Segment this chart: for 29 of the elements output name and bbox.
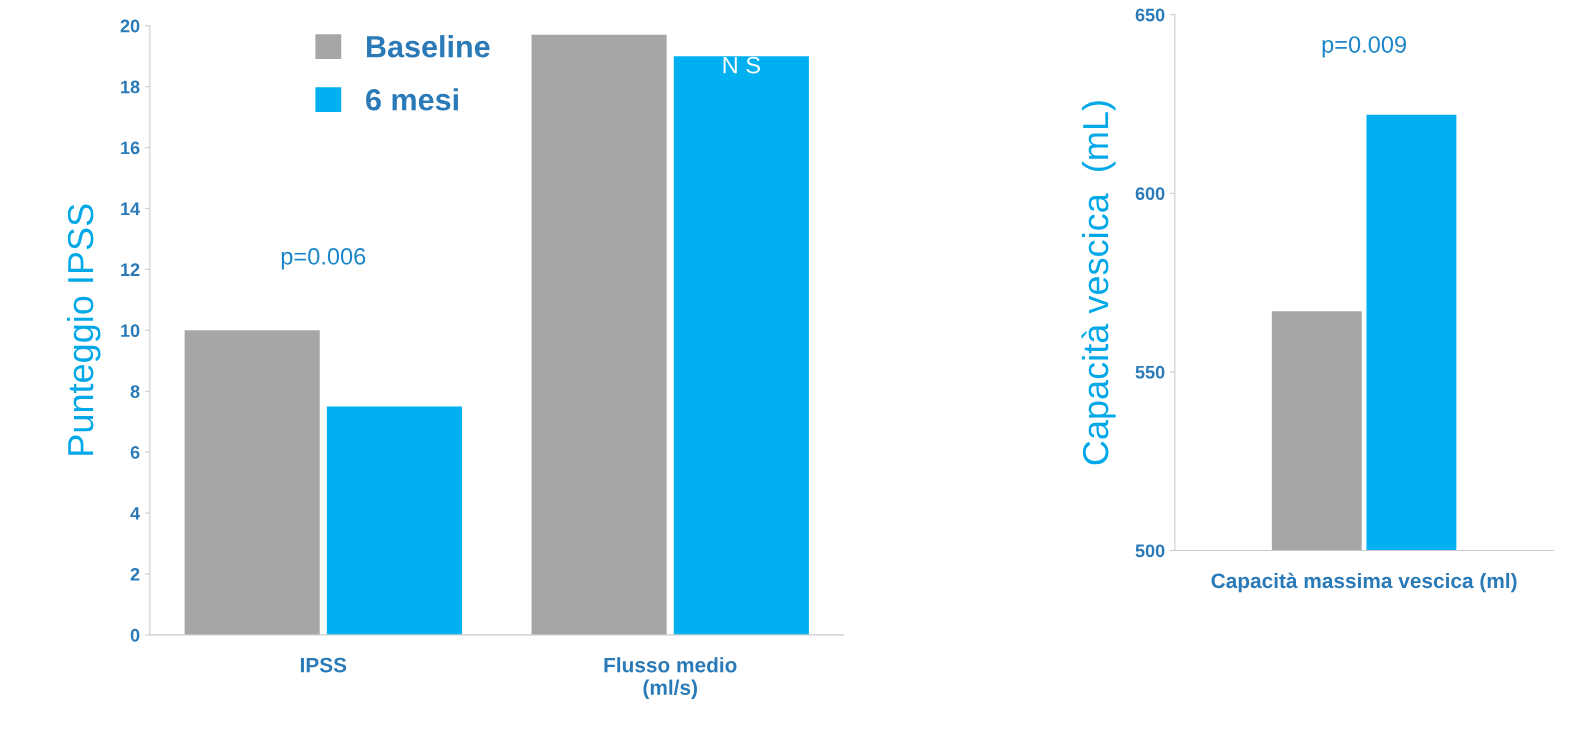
annotation: N S (723, 56, 760, 74)
y-tick-label: 550 (1135, 365, 1165, 379)
y-tick-label: 2 (130, 567, 140, 581)
y-tick-label: 14 (121, 202, 140, 215)
y-tick-label: 0 (130, 628, 140, 642)
bar (184, 330, 320, 635)
y-tick-label: 4 (130, 507, 140, 520)
y-tick-label: 650 (1135, 8, 1165, 22)
y-tick-label: 18 (121, 80, 140, 94)
y-tick-label: 6 (130, 446, 140, 459)
y-tick-label: 500 (1135, 544, 1165, 558)
bar (531, 34, 667, 635)
x-tick-label: Capacità massima vescica (ml) (1211, 572, 1517, 593)
legend-label: 6 mesi (366, 88, 458, 111)
y-tick-label: 600 (1135, 187, 1165, 201)
annotation: p=0.006 (281, 247, 366, 270)
y-tick-label: 12 (121, 263, 140, 276)
y-tick-label: 20 (120, 19, 140, 33)
y-tick-label: 16 (121, 141, 140, 155)
y-tick-label: 10 (121, 324, 140, 338)
legend-label: Baseline (367, 35, 490, 58)
x-tick-label: Flusso medio (ml/s) (604, 657, 737, 699)
y-axis-title: Capacità vescica (mL) (1081, 101, 1116, 465)
bar (673, 56, 809, 635)
annotation: p=0.009 (1322, 36, 1406, 58)
bar (326, 406, 462, 635)
x-tick-label: IPSS (300, 657, 347, 673)
y-tick-label: 8 (130, 385, 140, 398)
y-axis-title: Punteggio IPSS (66, 204, 101, 455)
